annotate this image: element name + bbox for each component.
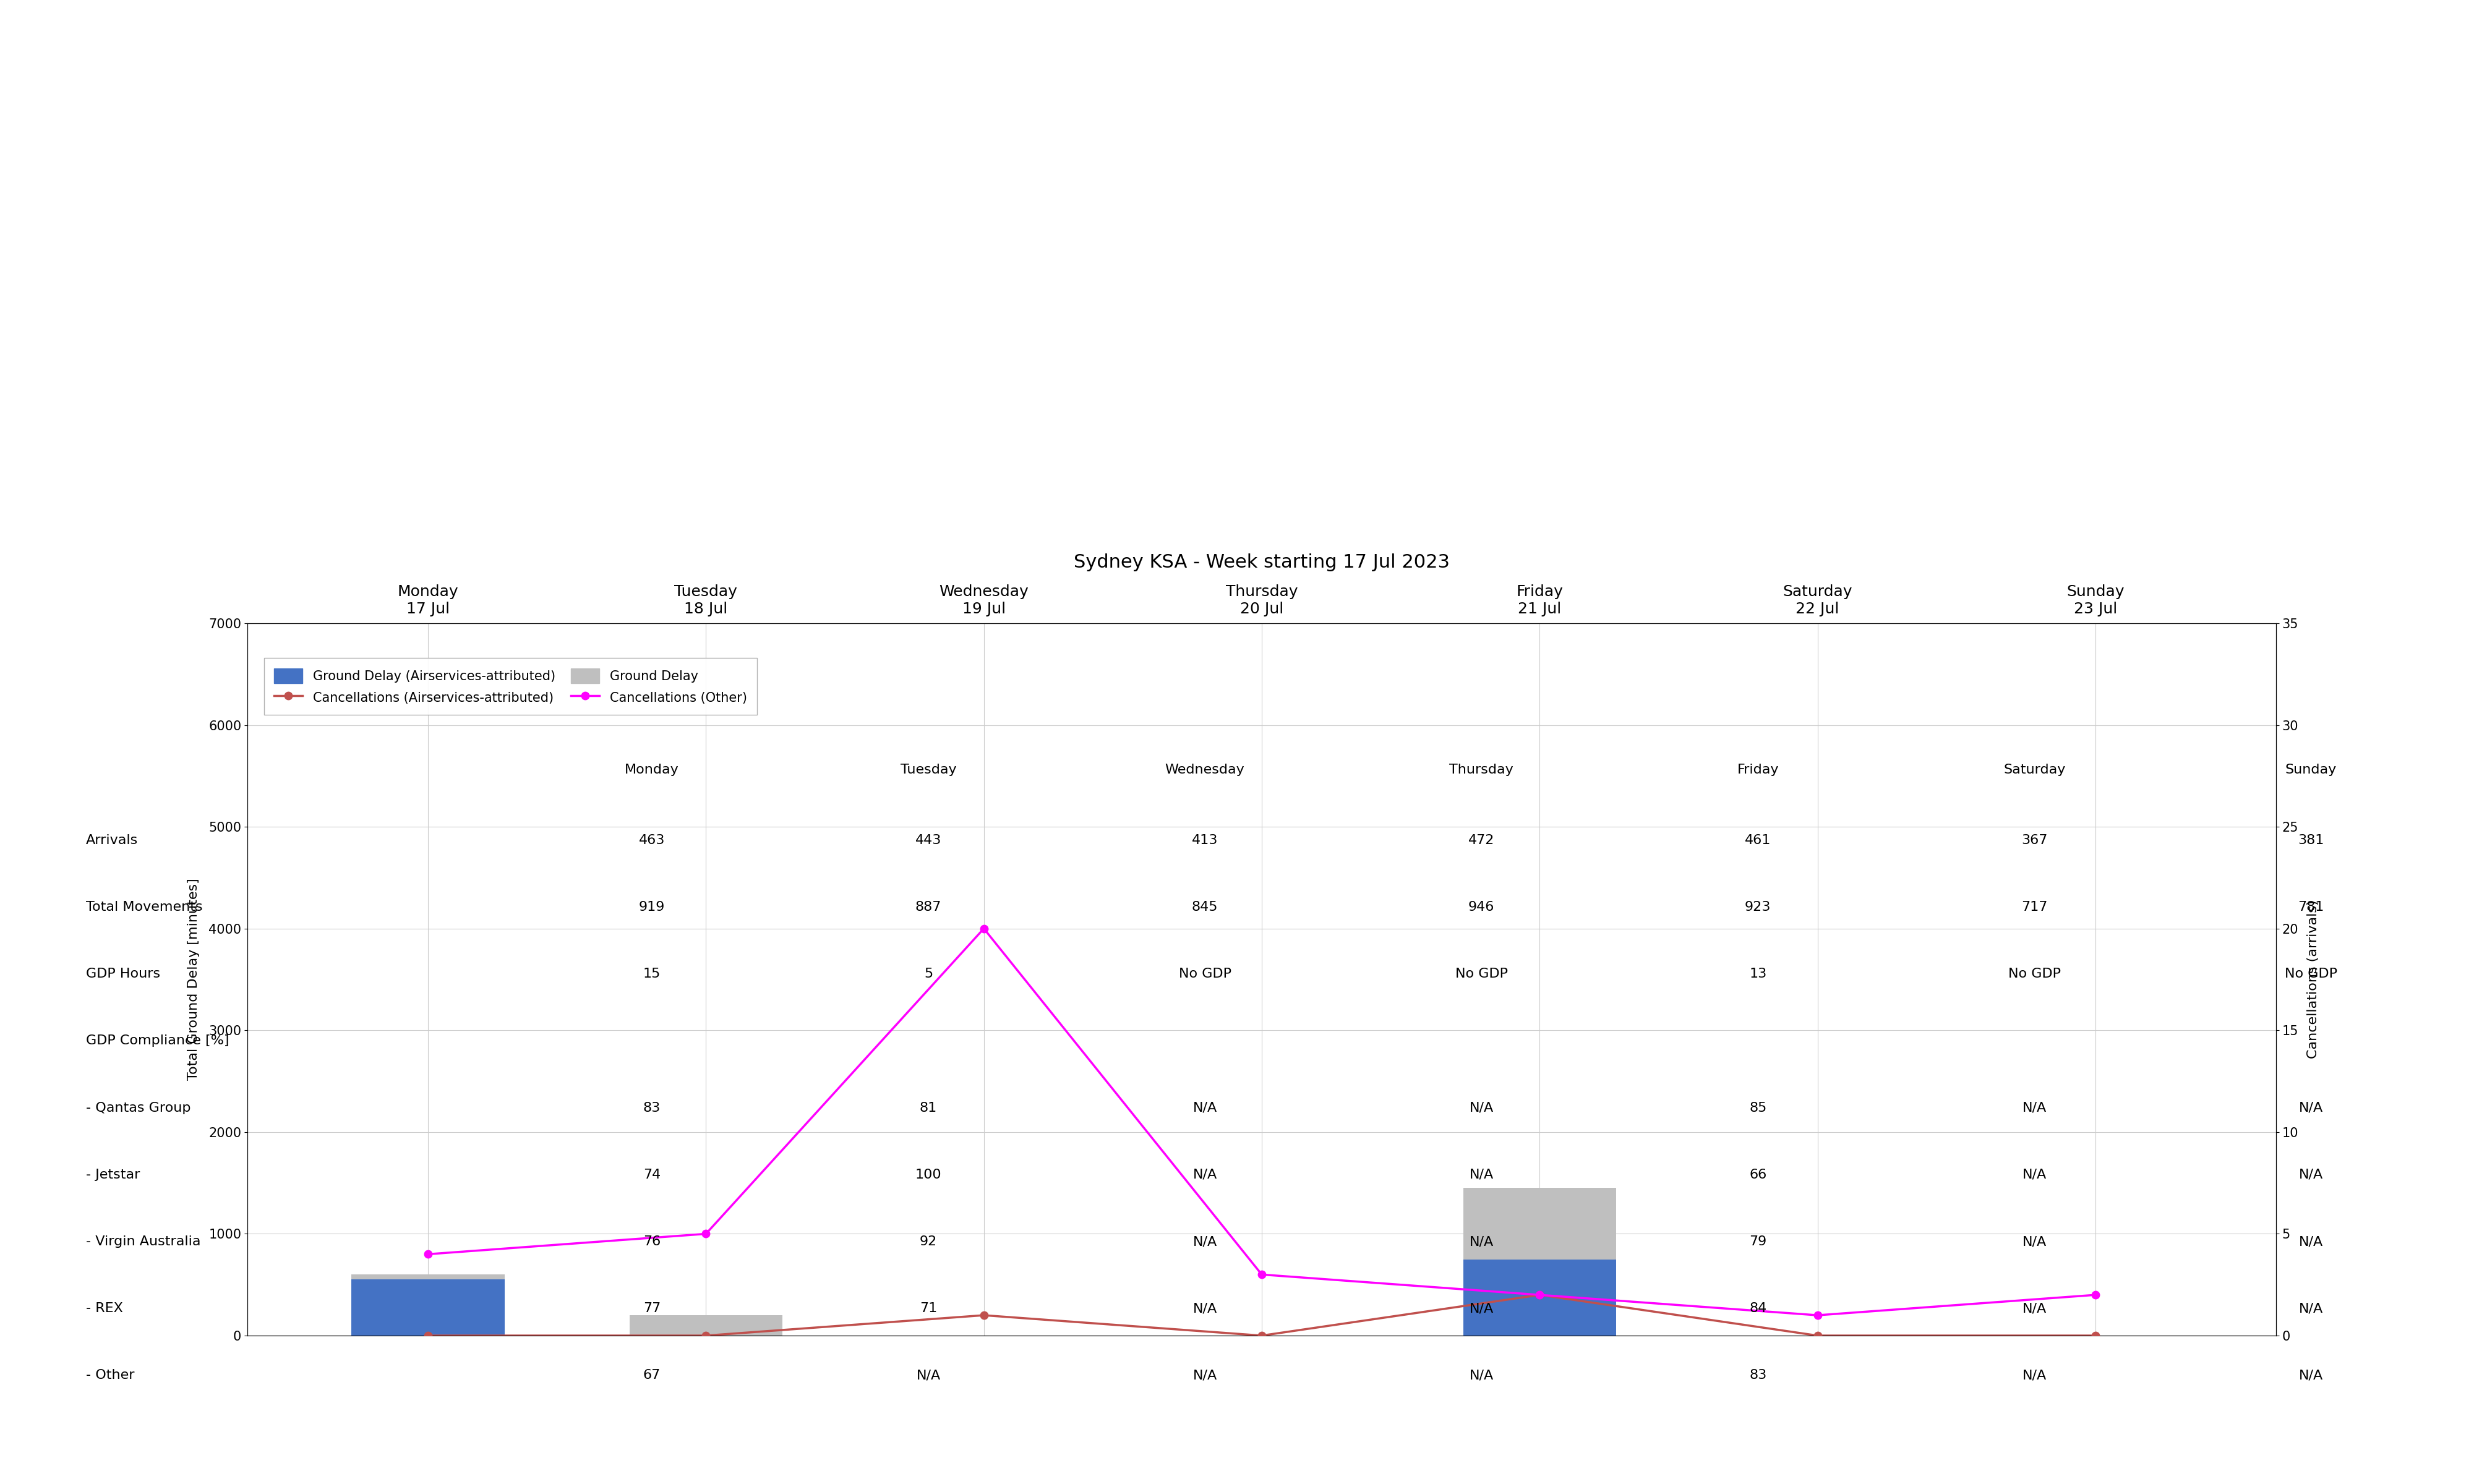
Text: 463: 463 — [638, 834, 666, 846]
Text: Total Movements: Total Movements — [87, 901, 203, 913]
Line: Cancellations (Other): Cancellations (Other) — [423, 925, 2100, 1319]
Cancellations (Airservices-attributed) — [2081, 1327, 2110, 1345]
Text: 845: 845 — [1192, 901, 1217, 913]
Cancellations (Other) — [413, 1245, 443, 1263]
Text: 74: 74 — [643, 1168, 661, 1181]
Text: 946: 946 — [1470, 901, 1494, 913]
Text: N/A: N/A — [2021, 1101, 2046, 1114]
Title: Sydney KSA - Week starting 17 Jul 2023: Sydney KSA - Week starting 17 Jul 2023 — [1074, 554, 1450, 571]
Bar — [1462, 1189, 1616, 1336]
Text: 887: 887 — [915, 901, 943, 913]
Text: N/A: N/A — [2021, 1303, 2046, 1315]
Cancellations (Other) — [970, 920, 999, 938]
Text: N/A: N/A — [2298, 1236, 2323, 1248]
Text: Thursday: Thursday — [1450, 764, 1514, 776]
Text: 83: 83 — [1749, 1370, 1766, 1382]
Text: N/A: N/A — [1192, 1236, 1217, 1248]
Bar — [351, 1279, 505, 1336]
Bar — [1462, 1260, 1616, 1336]
Text: 66: 66 — [1749, 1168, 1766, 1181]
Cancellations (Airservices-attributed) — [1524, 1287, 1554, 1304]
Text: Saturday: Saturday — [2004, 764, 2066, 776]
Text: GDP Hours: GDP Hours — [87, 968, 161, 981]
Text: Monday: Monday — [626, 764, 678, 776]
Text: 81: 81 — [920, 1101, 938, 1114]
Cancellations (Airservices-attributed) — [413, 1327, 443, 1345]
Text: N/A: N/A — [2021, 1370, 2046, 1382]
Cancellations (Airservices-attributed) — [1804, 1327, 1833, 1345]
Y-axis label: Cancellations (arrivals): Cancellations (arrivals) — [2308, 901, 2321, 1058]
Text: N/A: N/A — [2021, 1168, 2046, 1181]
Text: N/A: N/A — [1192, 1303, 1217, 1315]
Text: N/A: N/A — [1470, 1370, 1494, 1382]
Text: No GDP: No GDP — [2009, 968, 2061, 981]
Text: N/A: N/A — [2298, 1168, 2323, 1181]
Text: 461: 461 — [1744, 834, 1771, 846]
Text: Sunday: Sunday — [2286, 764, 2338, 776]
Text: - Qantas Group: - Qantas Group — [87, 1101, 190, 1114]
Cancellations (Airservices-attributed) — [970, 1306, 999, 1324]
Text: 79: 79 — [1749, 1236, 1766, 1248]
Text: - Jetstar: - Jetstar — [87, 1168, 141, 1181]
Text: N/A: N/A — [1192, 1370, 1217, 1382]
Text: Arrivals: Arrivals — [87, 834, 139, 846]
Bar — [351, 1275, 505, 1336]
Cancellations (Other) — [1247, 1266, 1277, 1284]
Text: 381: 381 — [2298, 834, 2323, 846]
Text: N/A: N/A — [2021, 1236, 2046, 1248]
Text: 84: 84 — [1749, 1303, 1766, 1315]
Text: - REX: - REX — [87, 1303, 124, 1315]
Text: N/A: N/A — [1192, 1168, 1217, 1181]
Text: - Other: - Other — [87, 1370, 134, 1382]
Text: 472: 472 — [1470, 834, 1494, 846]
Legend: Ground Delay (Airservices-attributed), Cancellations (Airservices-attributed), G: Ground Delay (Airservices-attributed), C… — [265, 659, 757, 715]
Text: N/A: N/A — [2298, 1370, 2323, 1382]
Text: 367: 367 — [2021, 834, 2048, 846]
Cancellations (Airservices-attributed) — [690, 1327, 720, 1345]
Text: No GDP: No GDP — [1455, 968, 1507, 981]
Text: Wednesday: Wednesday — [1165, 764, 1244, 776]
Text: N/A: N/A — [1470, 1168, 1494, 1181]
Text: N/A: N/A — [1470, 1236, 1494, 1248]
Text: 67: 67 — [643, 1370, 661, 1382]
Text: 76: 76 — [643, 1236, 661, 1248]
Text: N/A: N/A — [2298, 1101, 2323, 1114]
Text: - Virgin Australia: - Virgin Australia — [87, 1236, 200, 1248]
Cancellations (Other) — [690, 1224, 720, 1242]
Text: No GDP: No GDP — [1178, 968, 1232, 981]
Text: Friday: Friday — [1737, 764, 1779, 776]
Line: Cancellations (Airservices-attributed): Cancellations (Airservices-attributed) — [423, 1291, 2100, 1340]
Text: 13: 13 — [1749, 968, 1766, 981]
Text: 71: 71 — [920, 1303, 938, 1315]
Text: N/A: N/A — [1470, 1101, 1494, 1114]
Text: GDP Compliance [%]: GDP Compliance [%] — [87, 1034, 230, 1048]
Text: 717: 717 — [2021, 901, 2048, 913]
Y-axis label: Total Ground Delay [minutes]: Total Ground Delay [minutes] — [188, 879, 200, 1080]
Text: N/A: N/A — [2298, 1303, 2323, 1315]
Text: 83: 83 — [643, 1101, 661, 1114]
Cancellations (Other) — [1524, 1287, 1554, 1304]
Text: N/A: N/A — [915, 1370, 940, 1382]
Cancellations (Other) — [1804, 1306, 1833, 1324]
Text: 413: 413 — [1192, 834, 1217, 846]
Text: 92: 92 — [920, 1236, 938, 1248]
Text: N/A: N/A — [1192, 1101, 1217, 1114]
Text: 77: 77 — [643, 1303, 661, 1315]
Text: 781: 781 — [2298, 901, 2323, 913]
Bar — [628, 1315, 782, 1336]
Text: N/A: N/A — [1470, 1303, 1494, 1315]
Text: No GDP: No GDP — [2284, 968, 2338, 981]
Cancellations (Other) — [2081, 1287, 2110, 1304]
Cancellations (Airservices-attributed) — [1247, 1327, 1277, 1345]
Text: Tuesday: Tuesday — [901, 764, 957, 776]
Text: 5: 5 — [923, 968, 933, 981]
Text: 923: 923 — [1744, 901, 1771, 913]
Text: 919: 919 — [638, 901, 666, 913]
Text: 15: 15 — [643, 968, 661, 981]
Text: 100: 100 — [915, 1168, 943, 1181]
Text: 85: 85 — [1749, 1101, 1766, 1114]
Text: 443: 443 — [915, 834, 943, 846]
